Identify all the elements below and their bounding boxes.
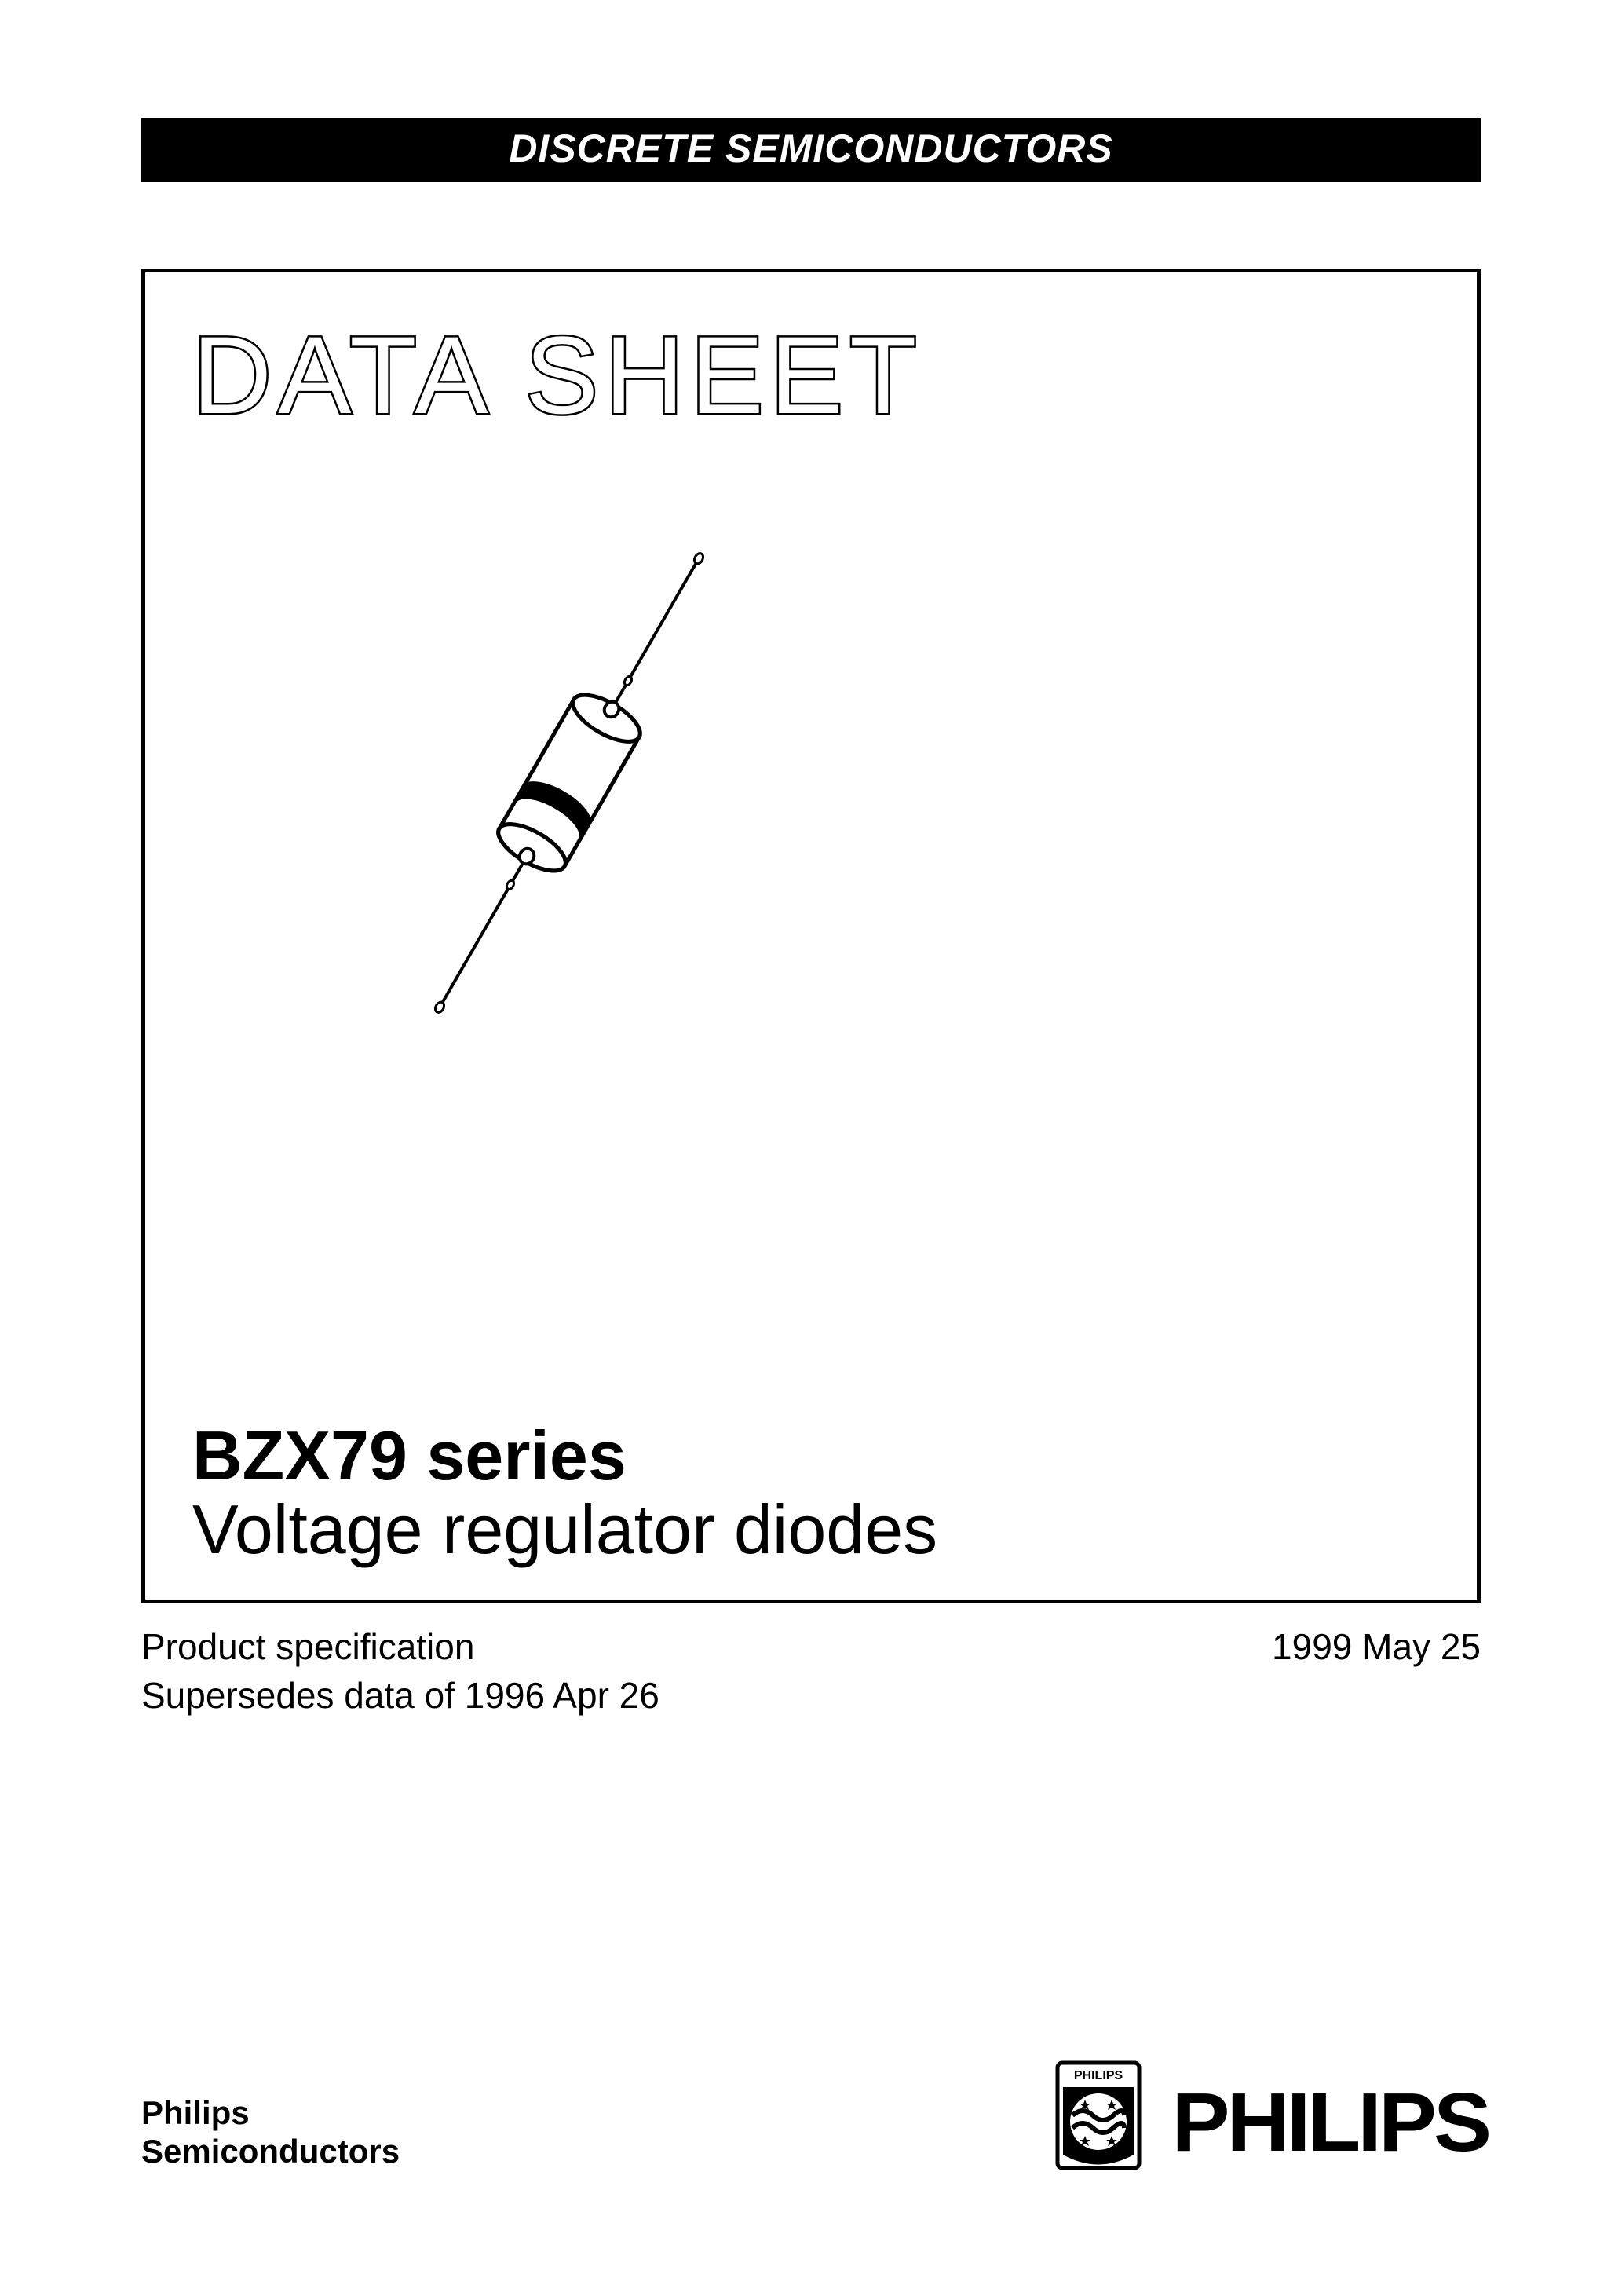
category-header-text: DISCRETE SEMICONDUCTORS [509, 126, 1112, 170]
datasheet-title: DATA SHEET [192, 312, 1430, 439]
datasheet-cover-page: DISCRETE SEMICONDUCTORS DATA SHEET [0, 0, 1622, 2296]
footer-brand-line2: Semiconductors [141, 2133, 400, 2170]
document-date: 1999 May 25 [1272, 1622, 1481, 1720]
philips-wordmark: PHILIPS [1171, 2075, 1489, 2170]
footer-brand-text: Philips Semiconductors [141, 2094, 400, 2170]
spec-label: Product specification [141, 1622, 659, 1671]
product-title-block: BZX79 series Voltage regulator diodes [192, 1420, 937, 1568]
shield-label-text: PHILIPS [1074, 2069, 1123, 2082]
product-series: BZX79 series [192, 1420, 937, 1492]
supersedes-label: Supersedes data of 1996 Apr 26 [141, 1671, 659, 1720]
footer-brand-line1: Philips [141, 2094, 400, 2132]
philips-shield-icon: PHILIPS [1055, 2060, 1142, 2170]
document-meta-left: Product specification Supersedes data of… [141, 1622, 659, 1720]
document-meta-row: Product specification Supersedes data of… [141, 1622, 1481, 1720]
product-subtitle: Voltage regulator diodes [192, 1492, 937, 1568]
diode-component-icon [349, 508, 789, 1058]
footer-right-block: PHILIPS PHILIPS [1055, 2060, 1481, 2170]
category-header-bar: DISCRETE SEMICONDUCTORS [141, 118, 1481, 182]
main-frame: DATA SHEET [141, 269, 1481, 1603]
page-footer: Philips Semiconductors PHILIPS [141, 2060, 1481, 2170]
